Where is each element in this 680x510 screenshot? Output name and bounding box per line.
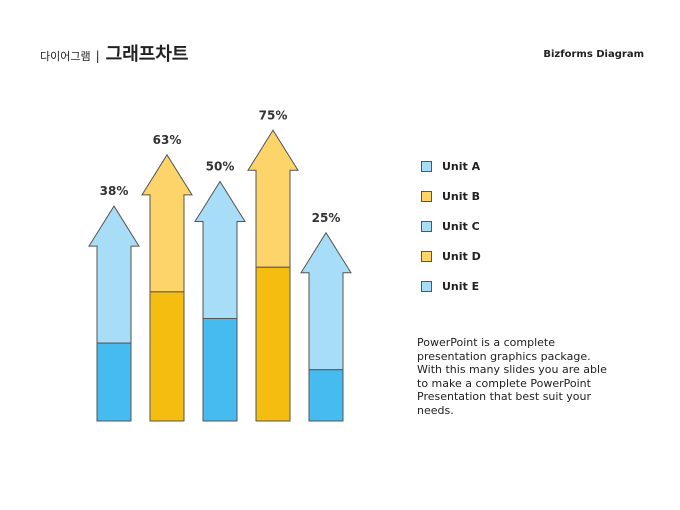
bar-unit-a <box>96 342 132 422</box>
legend-swatch <box>421 191 432 202</box>
brand-label: Bizforms Diagram <box>543 49 644 60</box>
arrow-bar-unit-c: 50% <box>194 160 246 422</box>
bar-unit-e <box>308 369 344 422</box>
legend-item-unit-e: Unit E <box>421 279 481 309</box>
header-separator: | <box>95 49 100 63</box>
legend-swatch <box>421 161 432 172</box>
data-label-unit-e: 25% <box>312 211 341 225</box>
legend-label: Unit E <box>442 280 480 293</box>
arrow-bar-unit-e: 25% <box>300 211 352 422</box>
page-title: 그래프차트 <box>105 44 189 65</box>
arrow-head-unit-e <box>300 231 352 371</box>
legend-swatch <box>421 281 432 292</box>
arrow-head-unit-c <box>194 180 246 319</box>
legend-label: Unit D <box>442 250 481 263</box>
arrow-head-unit-d <box>247 129 299 268</box>
legend-swatch <box>421 251 432 262</box>
legend-item-unit-b: Unit B <box>421 189 481 219</box>
legend-item-unit-d: Unit D <box>421 249 481 279</box>
bar-unit-c <box>202 318 238 422</box>
arrow-bar-unit-b: 63% <box>141 133 193 422</box>
arrow-bar-unit-a: 38% <box>88 184 140 422</box>
bar-unit-b <box>149 291 185 422</box>
data-label-unit-c: 50% <box>206 160 235 174</box>
page-header: 다이어그램 | 그래프차트 <box>40 40 188 66</box>
bar-unit-d <box>255 266 291 422</box>
data-label-unit-d: 75% <box>259 108 288 122</box>
legend-item-unit-a: Unit A <box>421 159 481 189</box>
legend-swatch <box>421 221 432 232</box>
legend-label: Unit C <box>442 220 480 233</box>
legend-item-unit-c: Unit C <box>421 219 481 249</box>
legend-label: Unit B <box>442 190 481 203</box>
description-text: PowerPoint is a complete presentation gr… <box>417 336 607 417</box>
legend-label: Unit A <box>442 160 481 173</box>
chart-legend: Unit A Unit B Unit C Unit D Unit E <box>421 159 481 309</box>
data-label-unit-b: 63% <box>153 133 182 147</box>
header-category: 다이어그램 <box>40 50 91 63</box>
arrow-head-unit-a <box>88 205 140 344</box>
data-label-unit-a: 38% <box>100 184 129 198</box>
arrow-head-unit-b <box>141 153 193 293</box>
arrow-bar-unit-d: 75% <box>247 108 299 422</box>
